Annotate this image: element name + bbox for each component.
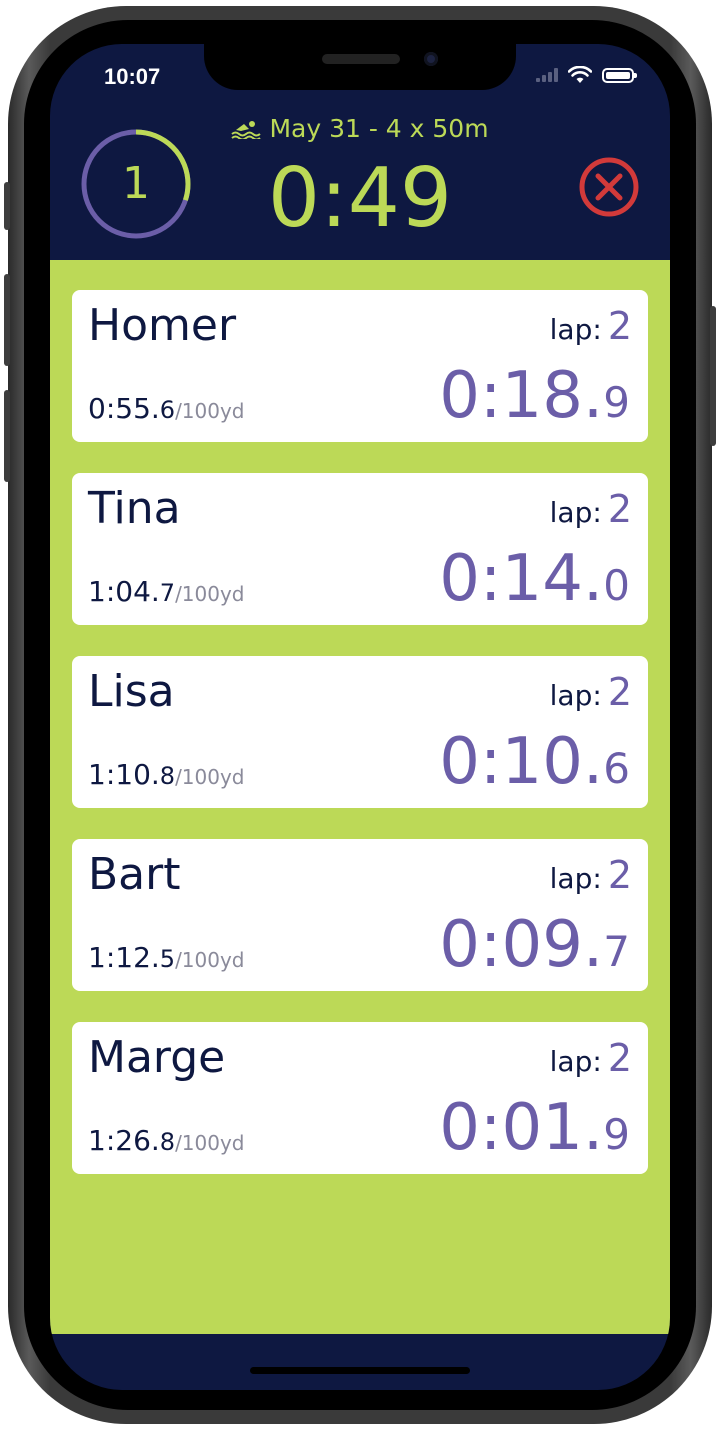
split-time: 0:01.9 [439,1092,630,1171]
battery-icon [602,67,637,83]
lap-label: lap: [549,496,602,529]
lap-label: lap: [549,679,602,712]
split-time: 0:14.0 [439,543,630,622]
swimmer-list: Homer lap: 2 0:55.6/100yd 0:18.9 Tina lap… [50,260,670,1334]
pace-tenth: 8 [159,762,176,790]
status-icons [536,66,637,84]
volume-up-button [4,274,10,366]
swimmer-name: Tina [88,483,181,534]
pace-tenth: 8 [159,1128,176,1156]
pace-main: 0:55. [88,392,160,425]
wifi-icon [568,66,592,83]
lap-info: lap: 2 [550,670,632,714]
pace-main: 1:26. [88,1124,160,1157]
pace: 1:12.5/100yd [88,941,245,974]
split-main: 0:14. [439,542,604,616]
split-tenth: 7 [603,927,630,976]
round-indicator[interactable]: 1 [80,128,192,240]
speaker [322,54,400,64]
pace-main: 1:04. [88,575,160,608]
pace-tenth: 5 [159,945,176,973]
swimmer-card[interactable]: Homer lap: 2 0:55.6/100yd 0:18.9 [72,290,648,442]
swimmer-card[interactable]: Lisa lap: 2 1:10.8/100yd 0:10.6 [72,656,648,808]
lap-count: 2 [607,304,632,348]
split-main: 0:10. [439,725,604,799]
swimmer-card[interactable]: Bart lap: 2 1:12.5/100yd 0:09.7 [72,839,648,991]
split-time: 0:09.7 [439,909,630,988]
pace: 0:55.6/100yd [88,392,245,425]
lap-label: lap: [549,313,602,346]
status-time: 10:07 [104,64,161,89]
power-button [710,306,716,446]
pace-unit: /100yd [175,765,245,789]
cellular-signal-icon [536,68,558,82]
split-time: 0:10.6 [439,726,630,805]
home-indicator[interactable] [250,1367,470,1374]
pace-tenth: 7 [159,579,176,607]
lap-info: lap: 2 [550,853,632,897]
lap-info: lap: 2 [550,1036,632,1080]
notch [204,44,516,90]
split-tenth: 6 [603,744,630,793]
swimmer-card[interactable]: Marge lap: 2 1:26.8/100yd 0:01.9 [72,1022,648,1174]
split-main: 0:18. [439,359,604,433]
round-progress-ring [81,129,191,239]
swimmer-icon [231,120,262,139]
pace-unit: /100yd [175,948,245,972]
session-label: May 31 - 4 x 50m [50,114,670,143]
screen: 10:07 1 May 31 - 4 x 50m 0:49 [50,44,670,1390]
lap-count: 2 [607,487,632,531]
pace-unit: /100yd [175,582,245,606]
lap-label: lap: [549,862,602,895]
swimmer-name: Lisa [88,666,175,717]
camera [424,52,438,66]
pace: 1:10.8/100yd [88,758,245,791]
pace-unit: /100yd [175,399,245,423]
pace-unit: /100yd [175,1131,245,1155]
volume-down-button [4,390,10,482]
pace: 1:26.8/100yd [88,1124,245,1157]
swimmer-name: Homer [88,300,237,351]
swimmer-name: Marge [88,1032,226,1083]
main-timer: 0:49 [267,151,453,246]
pace-main: 1:12. [88,941,160,974]
lap-count: 2 [607,670,632,714]
swimmer-card[interactable]: Tina lap: 2 1:04.7/100yd 0:14.0 [72,473,648,625]
split-main: 0:09. [439,908,604,982]
swimmer-name: Bart [88,849,181,900]
pace-main: 1:10. [88,758,160,791]
mute-switch [4,182,10,230]
split-tenth: 9 [603,1110,630,1159]
split-tenth: 0 [603,561,630,610]
split-time: 0:18.9 [439,360,630,439]
lap-info: lap: 2 [550,487,632,531]
lap-count: 2 [607,853,632,897]
pace-tenth: 6 [159,396,176,424]
pace: 1:04.7/100yd [88,575,245,608]
split-tenth: 9 [603,378,630,427]
round-number: 1 [122,158,150,209]
lap-info: lap: 2 [550,304,632,348]
session-text: May 31 - 4 x 50m [269,114,489,143]
lap-label: lap: [549,1045,602,1078]
split-main: 0:01. [439,1091,604,1165]
close-icon[interactable] [578,156,640,218]
lap-count: 2 [607,1036,632,1080]
